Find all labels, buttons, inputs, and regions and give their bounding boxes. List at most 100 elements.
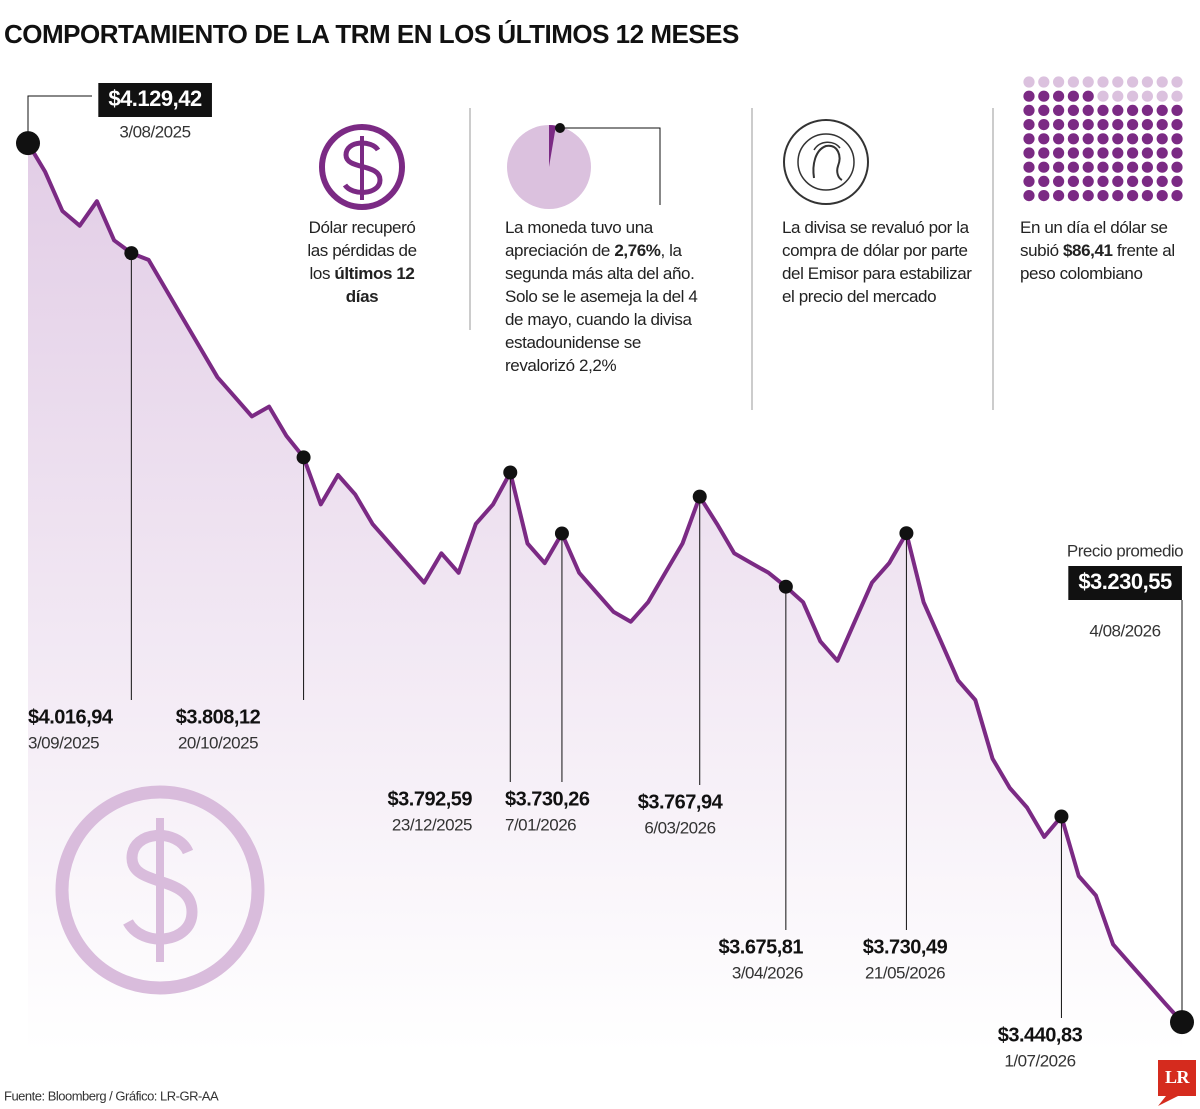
date-label: 1/07/2026 [1004,1051,1075,1070]
grid-dot [1171,161,1183,173]
grid-dot [1023,133,1035,145]
grid-dot [1082,161,1094,173]
highlight-point [1054,809,1069,824]
grid-dot [1053,119,1065,131]
date-label: 3/08/2025 [119,122,190,141]
grid-dot [1171,119,1183,131]
grid-dot [1053,161,1065,173]
grid-dot [1171,76,1183,88]
grid-dot [1082,190,1094,202]
grid-dot [1141,190,1153,202]
grid-dot [1141,104,1153,116]
grid-dot [1112,119,1124,131]
grid-dot [1038,90,1050,102]
grid-dot [1082,175,1094,187]
date-label: 21/05/2026 [865,963,945,982]
highlight-point [899,526,914,541]
grid-dot [1112,76,1124,88]
value-label: $3.675,81 [719,936,804,958]
dot-grid-icon [1023,76,1183,202]
grid-dot [1038,190,1050,202]
note-text: , la segunda más alta del año. Solo se l… [505,241,698,375]
date-label: 3/04/2026 [732,963,803,982]
grid-dot [1053,190,1065,202]
source: Fuente: Bloomberg / Gráfico: LR-GR-AA [4,1088,219,1103]
highlight-point [692,489,707,504]
grid-dot [1082,147,1094,159]
grid-dot [1067,147,1079,159]
grid-dot [1127,119,1139,131]
grid-dot [1141,147,1153,159]
value-label: $3.730,49 [863,936,948,958]
highlight-point [296,450,311,465]
note-text: Dólar recuperó las pérdidas de los [307,218,417,283]
grid-dot [1067,119,1079,131]
grid-dot [1053,76,1065,88]
note-text: La moneda tuvo una apreciación de [505,218,653,260]
grid-dot [1053,175,1065,187]
grid-dot [1097,90,1109,102]
note: La moneda tuvo una apreciación de 2,76%,… [505,216,710,377]
grid-dot [1141,76,1153,88]
highlight-point [16,131,40,156]
grid-dot [1141,161,1153,173]
grid-dot [1127,90,1139,102]
grid-dot [1112,90,1124,102]
grid-dot [1156,76,1168,88]
value-label: $3.767,94 [638,791,724,813]
grid-dot [1156,90,1168,102]
chart-title: COMPORTAMIENTO DE LA TRM EN LOS ÚLTIMOS … [4,19,739,49]
grid-dot [1023,161,1035,173]
note: En un día el dólar se subió $86,41 frent… [1020,216,1190,285]
grid-dot [1097,190,1109,202]
label-box [98,83,212,117]
grid-dot [1097,104,1109,116]
logo-box [1158,1060,1196,1096]
grid-dot [1053,133,1065,145]
note: Dólar recuperó las pérdidas de los últim… [300,216,424,308]
grid-dot [1067,161,1079,173]
note-text: 2,76% [614,241,661,260]
line [26,142,1184,1024]
value-label: $4.016,94 [28,706,114,728]
grid-dot [1097,76,1109,88]
note-text: últimos 12 días [334,264,415,306]
grid-dot [1023,119,1035,131]
note-text: La divisa se revaluó por la compra de dó… [782,218,972,306]
logo-tail [1158,1096,1178,1106]
grid-dot [1112,104,1124,116]
grid-dot [1112,190,1124,202]
note-text: En un día el dólar se subió [1020,218,1168,260]
grid-dot [1156,133,1168,145]
grid-dot [1023,147,1035,159]
grid-dot [1112,161,1124,173]
area [28,143,1182,1053]
grid-dot [1097,119,1109,131]
note-text: frente al peso colombiano [1020,241,1175,283]
grid-dot [1038,175,1050,187]
grid-dot [1038,147,1050,159]
grid-dot [1023,76,1035,88]
pie-icon [507,123,661,209]
value-label: $3.730,26 [505,788,590,810]
highlight-point [124,246,139,261]
grid-dot [1127,147,1139,159]
grid-dot [1082,104,1094,116]
grid-dot [1141,175,1153,187]
grid-dot [1053,104,1065,116]
grid-dot [1156,161,1168,173]
value-label: $3.792,59 [388,788,473,810]
date-label: 23/12/2025 [392,815,472,834]
grid-dot [1171,190,1183,202]
grid-dot [1023,90,1035,102]
seal-icon [783,119,869,205]
highlight-point [1170,1010,1194,1035]
date-label: 20/10/2025 [178,733,258,752]
grid-dot [1067,133,1079,145]
grid-dot [1171,147,1183,159]
grid-dot [1156,104,1168,116]
grid-dot [1097,161,1109,173]
grid-dot [1171,104,1183,116]
grid-dot [1023,190,1035,202]
